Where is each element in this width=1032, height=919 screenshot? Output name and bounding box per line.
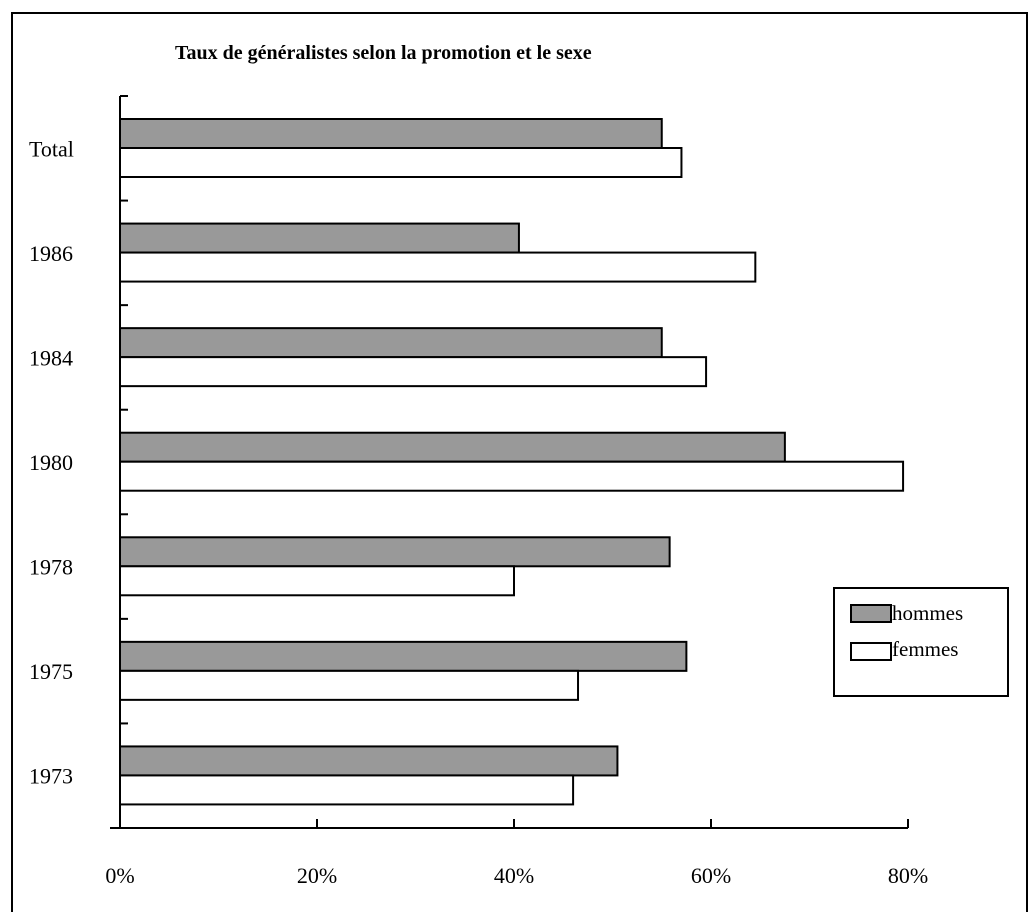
chart-title: Taux de généralistes selon la promotion … xyxy=(175,42,592,64)
legend-swatch-hommes xyxy=(850,604,892,623)
legend: hommes femmes xyxy=(833,587,1009,697)
y-tick-label: 1978 xyxy=(29,555,73,580)
plot-area: 0% 20% 40% 60% 80% Total 1986 1984 1980 1978 1975 1… xyxy=(29,95,928,888)
bar-hommes xyxy=(119,536,671,568)
legend-swatch-femmes xyxy=(850,642,892,661)
x-tick-label: 60% xyxy=(691,863,731,888)
bar-femmes xyxy=(119,251,757,283)
y-tick-label: 1986 xyxy=(29,241,73,266)
y-tick-label: 1984 xyxy=(29,345,73,370)
legend-label-femmes: femmes xyxy=(892,637,958,661)
bar-femmes xyxy=(119,565,515,597)
bar-hommes xyxy=(119,431,786,463)
bar-hommes xyxy=(119,118,663,149)
legend-label-hommes: hommes xyxy=(892,601,963,625)
bar-femmes xyxy=(119,774,575,806)
bar-hommes xyxy=(119,745,619,777)
x-tick-label: 40% xyxy=(494,863,534,888)
bar-femmes xyxy=(119,460,905,492)
y-tick-label: 1980 xyxy=(29,450,73,475)
x-tick-label: 20% xyxy=(297,863,337,888)
bar-hommes xyxy=(119,640,688,672)
x-tick-label: 0% xyxy=(105,863,134,888)
bar-hommes xyxy=(119,327,663,359)
bar-femmes xyxy=(119,669,580,701)
bar-chart: Taux de généralistes selon la promotion … xyxy=(29,42,1009,888)
y-tick-label: Total xyxy=(29,136,74,161)
y-tick-label: 1975 xyxy=(29,659,73,684)
chart-frame: Taux de généralistes selon la promotion … xyxy=(11,12,1028,912)
bar-femmes xyxy=(119,147,683,178)
x-tick-label: 80% xyxy=(888,863,928,888)
y-tick-label: 1973 xyxy=(29,764,73,789)
bar-femmes xyxy=(119,356,708,388)
bar-hommes xyxy=(119,222,520,254)
